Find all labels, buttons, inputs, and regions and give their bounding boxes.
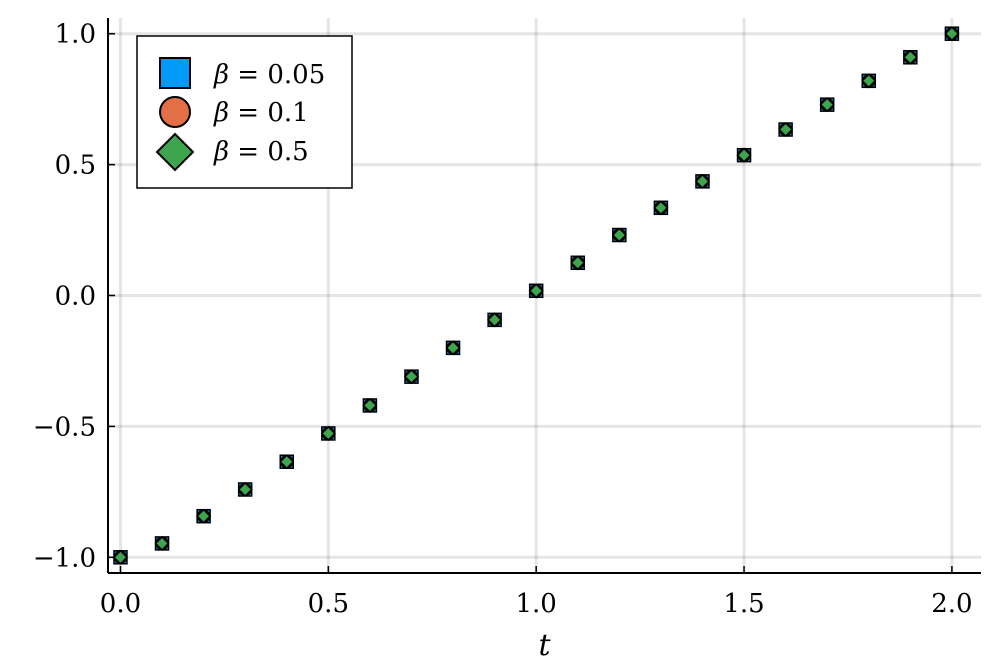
point-s2-11 xyxy=(570,255,586,271)
point-s2-16 xyxy=(778,121,794,138)
legend-marker-diamond xyxy=(155,132,195,172)
point-s2-3 xyxy=(237,481,253,498)
x-tick-labels: 0.0 0.5 1.0 1.5 2.0 xyxy=(100,566,973,619)
y-tick-label-3: 0.5 xyxy=(55,151,96,181)
point-s2-20 xyxy=(944,26,960,42)
x-tick-label-2: 1.0 xyxy=(516,589,557,619)
y-tick-label-2: 0.0 xyxy=(55,282,96,312)
y-tick-label-0: −1.0 xyxy=(33,543,96,573)
legend-entry-0-symbol: β xyxy=(213,60,229,90)
data-points xyxy=(112,26,960,565)
point-s2-19 xyxy=(902,49,918,65)
legend-entry-0-equals: = xyxy=(229,60,267,90)
legend-entry-1-equals: = xyxy=(229,98,267,128)
y-tick-labels: −1.0 −0.5 0.0 0.5 1.0 xyxy=(33,20,115,573)
legend-entry-0-value: 0.05 xyxy=(267,60,325,90)
point-s2-17 xyxy=(819,97,835,113)
point-s2-4 xyxy=(279,454,295,470)
x-tick-label-1: 0.5 xyxy=(308,589,349,619)
legend-entry-2-equals: = xyxy=(229,137,267,167)
legend-entry-2-value: 0.5 xyxy=(267,137,308,167)
point-s2-7 xyxy=(403,369,420,385)
point-s2-6 xyxy=(362,397,378,414)
point-s2-8 xyxy=(445,340,461,356)
legend-entry-1-symbol: β xyxy=(213,98,229,128)
point-s2-14 xyxy=(694,173,711,189)
legend-entry-1: β = 0.1 xyxy=(213,98,309,128)
legend-entry-2: β = 0.5 xyxy=(213,137,309,167)
point-s2-18 xyxy=(861,73,877,89)
legend-marker-square xyxy=(159,57,191,89)
point-s2-13 xyxy=(653,200,669,216)
legend-marker-circle xyxy=(159,96,191,128)
legend-entry-2-symbol: β xyxy=(213,137,229,167)
y-tick-label-1: −0.5 xyxy=(33,412,96,442)
point-s2-5 xyxy=(320,425,336,442)
point-s2-10 xyxy=(528,283,544,299)
point-s2-12 xyxy=(611,227,627,243)
x-tick-label-0: 0.0 xyxy=(100,589,141,619)
x-tick-label-4: 2.0 xyxy=(931,589,972,619)
series-2 xyxy=(112,26,960,565)
legend-entry-0: β = 0.05 xyxy=(213,60,325,90)
y-tick-label-4: 1.0 xyxy=(55,20,96,50)
x-tick-label-3: 1.5 xyxy=(723,589,764,619)
x-axis-label: t xyxy=(538,628,551,663)
point-s2-1 xyxy=(154,535,170,551)
point-s2-2 xyxy=(196,508,212,524)
legend: β = 0.05 β = 0.1 β = 0.5 xyxy=(136,35,353,189)
point-s2-15 xyxy=(736,147,752,163)
point-s2-9 xyxy=(487,312,503,328)
legend-entry-1-value: 0.1 xyxy=(267,98,308,128)
point-s2-0 xyxy=(112,549,129,565)
